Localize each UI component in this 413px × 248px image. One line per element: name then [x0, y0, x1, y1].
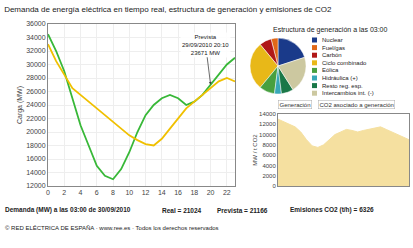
svg-text:Intercambios int. (-): Intercambios int. (-) [322, 90, 374, 96]
svg-text:20000: 20000 [26, 128, 46, 135]
svg-text:12000: 12000 [26, 182, 46, 189]
svg-text:0: 0 [272, 183, 276, 189]
svg-text:8000: 8000 [262, 142, 276, 148]
svg-text:Demanda de energía eléctrica e: Demanda de energía eléctrica en tiempo r… [4, 5, 332, 14]
svg-text:16: 16 [174, 189, 182, 196]
svg-text:Carga (MW): Carga (MW) [16, 86, 24, 124]
svg-text:Nuclear: Nuclear [322, 37, 343, 43]
svg-text:Estructura de generación a las: Estructura de generación a las 03:00 [273, 26, 388, 34]
svg-text:Carbón: Carbón [322, 52, 342, 58]
svg-text:12: 12 [142, 189, 150, 196]
svg-text:© RED ELÉCTRICA DE ESPAÑA · ww: © RED ELÉCTRICA DE ESPAÑA · www.ree.es ·… [5, 225, 219, 231]
svg-text:10: 10 [125, 189, 133, 196]
svg-text:Ciclo combinado: Ciclo combinado [322, 60, 367, 66]
svg-text:20: 20 [207, 189, 215, 196]
svg-text:22: 22 [223, 189, 231, 196]
svg-text:4: 4 [79, 189, 83, 196]
svg-text:2: 2 [62, 189, 66, 196]
svg-text:24000: 24000 [26, 101, 46, 108]
svg-text:Eólica: Eólica [322, 67, 339, 73]
svg-text:6: 6 [95, 189, 99, 196]
svg-text:6000: 6000 [262, 152, 276, 158]
svg-text:CO2 asociado a generación: CO2 asociado a generación [320, 102, 394, 108]
svg-text:28000: 28000 [26, 74, 46, 81]
svg-text:Prevista = 21166: Prevista = 21166 [217, 207, 268, 214]
svg-text:10000: 10000 [259, 132, 276, 138]
svg-text:34000: 34000 [26, 34, 46, 41]
svg-text:Demanda (MW) a las 03:00 de 30: Demanda (MW) a las 03:00 de 30/09/2010 [5, 206, 131, 214]
svg-text:Resto reg. esp.: Resto reg. esp. [322, 83, 363, 89]
svg-text:Emisiones CO2 (t/h) = 6326: Emisiones CO2 (t/h) = 6326 [290, 206, 374, 214]
svg-text:32000: 32000 [26, 47, 46, 54]
svg-text:2000: 2000 [262, 173, 276, 179]
svg-text:Prevista29/09/2010 20:1023671: Prevista29/09/2010 20:1023671 MW [182, 34, 229, 56]
svg-text:0: 0 [46, 189, 50, 196]
svg-text:Real = 21024: Real = 21024 [162, 207, 202, 214]
svg-text:MW / t CO2: MW / t CO2 [252, 134, 258, 166]
svg-text:30000: 30000 [26, 61, 46, 68]
svg-text:14: 14 [158, 189, 166, 196]
svg-text:14000: 14000 [26, 169, 46, 176]
svg-text:18: 18 [190, 189, 198, 196]
svg-text:12000: 12000 [259, 121, 276, 127]
svg-text:22000: 22000 [26, 115, 46, 122]
svg-text:Hidráulica (+): Hidráulica (+) [322, 75, 358, 81]
svg-text:Fuel/gas: Fuel/gas [322, 45, 345, 51]
svg-text:18000: 18000 [26, 142, 46, 149]
svg-text:Generación: Generación [280, 102, 311, 108]
svg-text:4000: 4000 [262, 163, 276, 169]
svg-text:16000: 16000 [26, 155, 46, 162]
svg-text:26000: 26000 [26, 88, 46, 95]
svg-text:36000: 36000 [26, 20, 46, 27]
svg-text:14000: 14000 [259, 111, 276, 117]
svg-text:8: 8 [111, 189, 115, 196]
